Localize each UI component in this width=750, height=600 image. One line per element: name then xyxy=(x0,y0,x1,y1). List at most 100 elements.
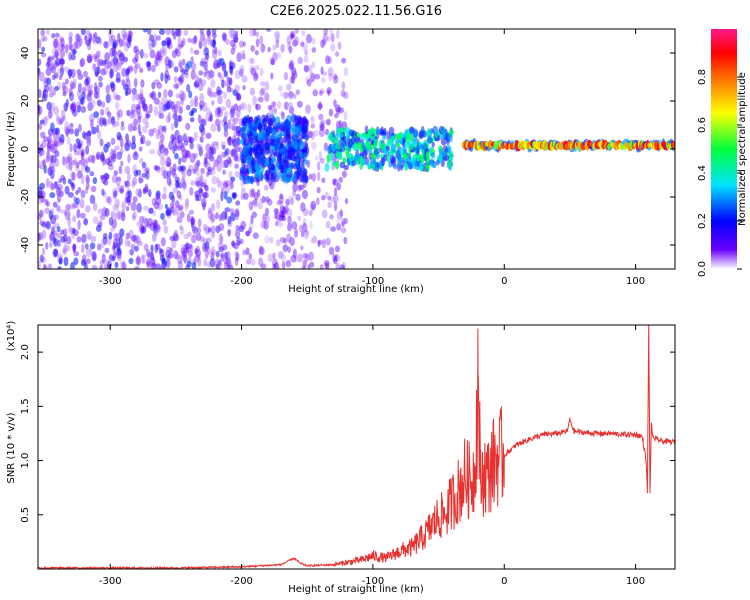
spectrogram-cell xyxy=(209,113,213,122)
spectrogram-cell xyxy=(72,243,77,251)
spectrogram-cell xyxy=(321,238,326,249)
spectrogram-cell xyxy=(81,174,85,185)
spectrogram-cell xyxy=(89,171,95,177)
spectrogram-cell xyxy=(46,142,51,152)
spectrogram-cell xyxy=(235,92,242,101)
spectrogram-cell xyxy=(57,140,61,148)
spectrogram-cell xyxy=(179,93,183,100)
spectrogram-cell xyxy=(283,205,289,214)
spectrogram-cell xyxy=(199,136,204,143)
spectrogram-cell xyxy=(70,68,76,79)
spectrogram-cell xyxy=(187,256,192,265)
spectrogram-cell xyxy=(193,49,200,55)
spectrogram-cell xyxy=(222,181,229,189)
spectrogram-cell xyxy=(220,191,224,202)
spectrogram-cell xyxy=(69,44,75,51)
spectrogram-cell xyxy=(67,68,73,77)
spectrogram-cell xyxy=(70,103,77,114)
spectrogram-cell xyxy=(327,201,332,209)
spectrogram-cell xyxy=(112,149,117,157)
spectrogram-cell xyxy=(113,211,117,221)
spectrogram-cell xyxy=(87,89,92,98)
spectrogram-cell xyxy=(82,159,88,168)
spectrogram-cell xyxy=(386,157,391,163)
spectrogram-cell xyxy=(156,58,161,67)
spectrogram-cell xyxy=(53,181,58,190)
spectrogram-cell xyxy=(210,217,215,224)
spectrogram-cell xyxy=(239,103,245,110)
spectrogram-cell xyxy=(226,81,231,89)
spectrogram-cell xyxy=(116,211,121,220)
spectrogram-cell xyxy=(264,80,270,91)
spectrogram-cell xyxy=(163,89,168,99)
spectrogram-cell xyxy=(250,215,254,225)
spectrogram-cell xyxy=(124,142,130,152)
spectrogram-cell xyxy=(165,209,171,217)
spectrogram-cell xyxy=(54,141,59,147)
spectrogram-cell xyxy=(310,237,315,244)
spectrogram-cell xyxy=(125,232,131,240)
spectrogram-cell xyxy=(262,213,267,224)
spectrogram-cell xyxy=(175,200,180,208)
spectrogram-cell xyxy=(132,215,136,222)
spectrogram-cell xyxy=(45,115,50,121)
spectrogram-cell xyxy=(43,263,47,269)
spectrogram-cell xyxy=(49,233,53,242)
spectrogram-cell xyxy=(84,78,89,87)
spectrogram-cell xyxy=(229,29,235,37)
spectrogram-cell xyxy=(260,81,265,87)
spectrogram-cell xyxy=(184,73,189,79)
spectrogram-cell xyxy=(111,154,116,159)
spectrogram-cell xyxy=(99,138,104,147)
spectrogram-cell xyxy=(251,188,256,198)
spectrogram-cell xyxy=(305,104,311,114)
spectrogram-cell xyxy=(194,248,198,255)
spectrogram-cell xyxy=(125,133,130,143)
spectrogram-cell xyxy=(175,48,181,57)
spectrogram-cell xyxy=(207,207,212,214)
spectrogram-cell xyxy=(221,211,228,220)
spectrogram-cell xyxy=(281,206,287,215)
spectrogram-cell xyxy=(83,70,88,78)
spectrogram-cell xyxy=(75,161,80,169)
spectrogram-cell xyxy=(210,187,216,194)
spectrogram-cell xyxy=(319,264,324,269)
spectrogram-cell xyxy=(174,152,179,160)
spectrogram-cell xyxy=(113,190,118,198)
spectrogram-cell xyxy=(198,77,202,84)
spectrogram-cell xyxy=(206,70,212,80)
spectrogram-cell xyxy=(113,170,119,176)
spectrogram-cell xyxy=(338,107,344,114)
spectrogram-cell xyxy=(139,215,144,226)
spectrogram-cell xyxy=(189,244,194,252)
spectrogram-cell xyxy=(57,239,61,247)
spectrogram-cell xyxy=(38,88,42,98)
spectrogram-cell xyxy=(166,246,172,253)
spectrogram-cell xyxy=(267,198,273,206)
spectrogram-cell xyxy=(216,163,222,172)
spectrogram-cell xyxy=(99,174,104,180)
spectrogram-cell xyxy=(269,149,274,157)
spectrogram-cell xyxy=(341,57,347,64)
spectrogram-cell xyxy=(201,197,207,208)
spectrogram-cell xyxy=(285,259,292,268)
spectrogram-cell xyxy=(236,236,241,246)
spectrogram-cell xyxy=(56,183,63,191)
spectrogram-cell xyxy=(291,67,297,76)
spectrogram-cell xyxy=(185,264,190,269)
spectrogram-cell xyxy=(119,52,125,58)
spectrogram-cell xyxy=(371,135,375,141)
spectrogram-cell xyxy=(65,203,71,211)
spectrogram-cell xyxy=(241,53,246,60)
spectrogram-cell xyxy=(66,245,71,252)
spectrogram-cell xyxy=(155,223,161,233)
x-tick-label: 100 xyxy=(626,576,645,587)
spectrogram-cell xyxy=(111,83,116,92)
spectrogram-cell xyxy=(206,29,211,37)
spectrogram-cell xyxy=(172,112,178,120)
spectrogram-cell xyxy=(174,129,180,140)
spectrogram-cell xyxy=(255,143,262,151)
spectrogram-cell xyxy=(246,175,250,181)
spectrogram-cell xyxy=(89,89,93,96)
spectrogram-cell xyxy=(116,248,122,259)
